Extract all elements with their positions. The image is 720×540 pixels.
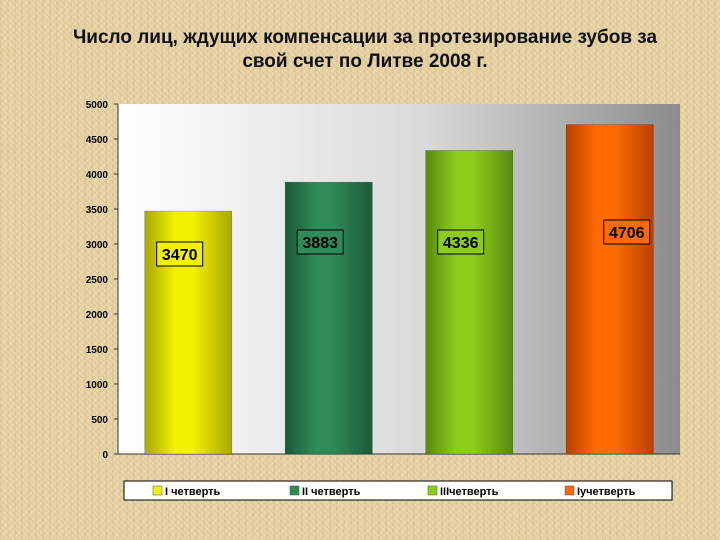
y-tick-label: 1500 (86, 345, 109, 356)
data-label-box (296, 229, 344, 255)
chart-title: Число лиц, ждущих компенсации за протези… (40, 26, 690, 74)
y-tick-label: 3000 (86, 240, 109, 251)
legend-entry: IIIчетверть (440, 486, 499, 498)
data-label-box (437, 229, 485, 255)
legend-swatch (289, 485, 300, 496)
data-label-box (603, 219, 651, 245)
legend-entry: II четверть (302, 486, 361, 498)
data-label-box (156, 241, 204, 267)
y-tick-label: 2000 (86, 310, 109, 321)
y-tick-label: 4000 (86, 170, 109, 181)
bar (425, 150, 514, 455)
legend-entry: I четверть (165, 486, 221, 498)
data-label: 3470 (162, 247, 198, 264)
data-label: 4336 (443, 235, 479, 252)
y-tick-label: 0 (102, 450, 108, 461)
legend-box (123, 480, 673, 501)
legend-swatch (427, 485, 438, 496)
chart-title-line-2: свой счет по Литве 2008 г. (242, 51, 488, 72)
bar (284, 181, 373, 455)
legend-swatch (564, 485, 575, 496)
y-tick-label: 1000 (86, 380, 109, 391)
y-tick-label: 5000 (86, 100, 109, 111)
y-tick-label: 4500 (86, 135, 109, 146)
y-tick-label: 500 (91, 415, 108, 426)
y-tick-label: 3500 (86, 205, 109, 216)
chart-title-line-1: Число лиц, ждущих компенсации за протези… (72, 27, 658, 48)
data-label: 4706 (609, 225, 645, 242)
legend-swatch (152, 485, 163, 496)
legend-entry: Iучетверть (577, 486, 636, 498)
bar (565, 124, 654, 455)
y-tick-label: 2500 (86, 275, 109, 286)
data-label: 3883 (302, 235, 338, 252)
